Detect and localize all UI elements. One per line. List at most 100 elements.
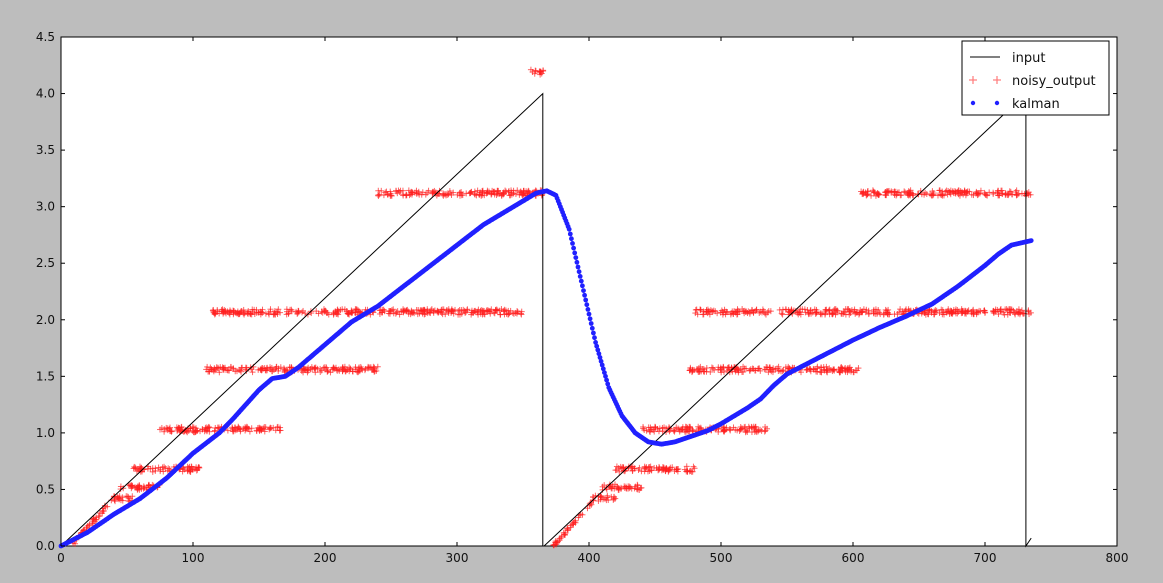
noisy-output-point (124, 493, 131, 500)
noisy-output-point (325, 311, 332, 318)
noisy-output-point (497, 311, 504, 318)
noisy-output-point (257, 426, 264, 433)
noisy-output-point (251, 311, 258, 318)
noisy-output-point (205, 423, 212, 430)
noisy-output-point (270, 424, 277, 431)
noisy-output-point (342, 368, 349, 375)
noisy-output-point (179, 468, 186, 475)
x-tick-label: 500 (710, 551, 733, 565)
noisy-output-point (335, 311, 342, 318)
noisy-output-point (192, 429, 199, 436)
noisy-output-point (475, 311, 482, 318)
noisy-output-point (347, 365, 354, 372)
noisy-output-point (439, 311, 446, 318)
noisy-output-point (202, 425, 209, 432)
kalman-point (566, 226, 572, 232)
noisy-output-point (456, 190, 463, 197)
noisy-output-point (129, 482, 136, 489)
noisy-output-point (504, 311, 511, 318)
noisy-output-point (331, 365, 338, 372)
kalman-point (591, 330, 596, 336)
kalman-point (587, 316, 593, 322)
kalman-point (592, 335, 597, 341)
noisy-output-point (448, 308, 455, 315)
noisy-output-point (144, 465, 151, 472)
noisy-output-point (362, 366, 369, 373)
noisy-output-point (422, 191, 429, 198)
kalman-point (571, 245, 576, 251)
noisy-output-point (473, 192, 480, 199)
noisy-output-point (336, 367, 343, 374)
noisy-output-point (493, 192, 500, 199)
noisy-output-point (353, 368, 360, 375)
noisy-output-point (479, 307, 486, 314)
noisy-output-point (455, 308, 462, 315)
noisy-output-point (184, 467, 191, 474)
noisy-output-point (341, 306, 348, 313)
noisy-output-point (224, 427, 231, 434)
noisy-output-point (244, 424, 251, 431)
noisy-output-point (175, 424, 182, 431)
y-tick-label: 2.5 (36, 256, 55, 270)
noisy-output-point (117, 483, 124, 490)
series-layer (58, 66, 1034, 549)
noisy-output-point (458, 189, 465, 196)
noisy-output-point (155, 464, 162, 471)
noisy-output-point (305, 364, 312, 371)
noisy-output-point (277, 364, 284, 371)
kalman-point (578, 278, 584, 284)
noisy-output-point (387, 188, 394, 195)
noisy-output-point (529, 68, 536, 75)
y-tick-label: 4.0 (36, 87, 55, 101)
noisy-output-point (380, 192, 387, 199)
noisy-output-point (449, 307, 456, 314)
noisy-output-point (293, 308, 300, 315)
noisy-output-point (507, 192, 514, 199)
noisy-output-point (132, 464, 139, 471)
noisy-output-point (223, 366, 230, 373)
noisy-output-point (381, 308, 388, 315)
kalman-point (569, 236, 574, 242)
noisy-output-point (235, 311, 242, 318)
x-tick-label: 200 (314, 551, 337, 565)
noisy-output-point (188, 463, 195, 470)
noisy-output-point (237, 428, 244, 435)
y-tick-label: 0.0 (36, 539, 55, 553)
kalman-point (567, 231, 573, 237)
noisy-output-point (206, 368, 213, 375)
kalman-point (580, 283, 585, 289)
noisy-output-point (243, 367, 250, 374)
noisy-output-point (157, 426, 164, 433)
noisy-output-point (136, 482, 143, 489)
noisy-output-point (203, 424, 210, 431)
noisy-output-point (283, 366, 290, 373)
noisy-output-point (471, 188, 478, 195)
noisy-output-point (275, 367, 282, 374)
noisy-output-point (220, 309, 227, 316)
kalman-point (573, 255, 579, 260)
x-tick-label: 300 (446, 551, 469, 565)
noisy-output-point (216, 369, 223, 376)
noisy-output-point (136, 463, 143, 470)
noisy-output-point (536, 69, 543, 76)
noisy-output-point (236, 425, 243, 432)
noisy-output-point (226, 367, 233, 374)
noisy-output-point (253, 428, 260, 435)
noisy-output-point (283, 306, 290, 313)
noisy-output-point (376, 310, 383, 317)
noisy-output-point (382, 189, 389, 196)
noisy-output-point (334, 310, 341, 317)
noisy-output-point (244, 308, 251, 315)
kalman-point (588, 321, 594, 326)
noisy-output-point (327, 369, 334, 376)
noisy-output-point (463, 190, 470, 197)
x-tick-label: 0 (57, 551, 65, 565)
noisy-output-point (494, 187, 501, 194)
x-tick-label: 800 (1106, 551, 1129, 565)
noisy-output-point (429, 188, 436, 195)
noisy-output-point (390, 306, 397, 313)
noisy-output-point (230, 309, 237, 316)
noisy-output-point (211, 311, 218, 318)
noisy-output-point (492, 306, 499, 313)
noisy-output-point (161, 428, 168, 435)
